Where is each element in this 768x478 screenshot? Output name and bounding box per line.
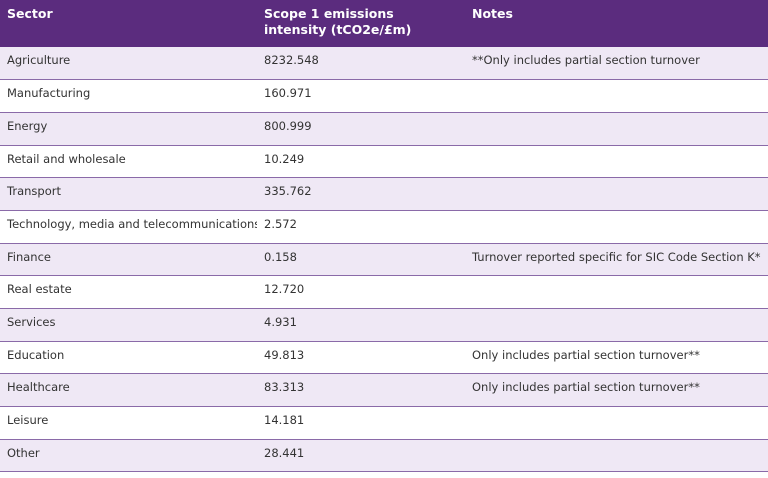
table-row: Technology, media and telecommunications… [0,210,768,244]
header-cell: Sector [0,0,257,47]
note-cell [465,112,768,146]
intensity-cell: 2.572 [257,210,465,244]
header-row: Sector Scope 1 emissions intensity (tCO2… [0,0,768,47]
sector-cell: Manufacturing [0,79,257,113]
sector-cell: Transport [0,177,257,211]
table-row: Leisure 14.181 [0,406,768,440]
note-cell: Only includes partial section turnover** [465,341,768,375]
note-cell [465,439,768,473]
sector-cell: Finance [0,243,257,277]
note-cell [465,275,768,309]
note-cell [465,210,768,244]
sector-cell: Services [0,308,257,342]
sector-cell: Retail and wholesale [0,145,257,179]
intensity-cell: 14.181 [257,406,465,440]
table-row: Finance 0.158 Turnover reported specific f… [0,243,768,277]
sector-cell: Technology, media and telecommunications [0,210,257,244]
sector-cell: Real estate [0,275,257,309]
note-cell [465,406,768,440]
header-cell: Scope 1 emissions intensity (tCO2e/£m) [257,0,465,47]
table-row: Energy 800.999 [0,112,768,146]
sector-cell: Agriculture [0,47,257,81]
table-row: Healthcare 83.313 Only includes partial se… [0,373,768,408]
intensity-cell: 4.931 [257,308,465,342]
sector-cell: Education [0,341,257,375]
table-row: Transport 335.762 [0,177,768,211]
table-row: Agriculture 8232.548 **Only includes parti… [0,47,768,81]
note-cell: Only includes partial section turnover** [465,373,768,408]
table-row: Manufacturing 160.971 [0,79,768,113]
table-row: Other 28.441 [0,439,768,473]
note-cell [465,79,768,113]
intensity-cell: 0.158 [257,243,465,277]
table-row: Retail and wholesale 10.249 [0,145,768,179]
table-row: Services 4.931 [0,308,768,342]
table-row: Real estate 12.720 [0,275,768,309]
note-cell: **Only includes partial section turnover [465,47,768,81]
intensity-cell: 28.441 [257,439,465,473]
intensity-cell: 160.971 [257,79,465,113]
intensity-cell: 335.762 [257,177,465,211]
intensity-cell: 83.313 [257,373,465,408]
intensity-cell: 8232.548 [257,47,465,81]
intensity-cell: 10.249 [257,145,465,179]
sector-cell: Energy [0,112,257,146]
sector-cell: Other [0,439,257,473]
note-cell [465,308,768,342]
header-cell: Notes [465,0,768,47]
table-body: Agriculture 8232.548 **Only includes parti… [0,47,768,473]
table-header: Sector Scope 1 emissions intensity (tCO2… [0,0,768,47]
intensity-cell: 800.999 [257,112,465,146]
sector-cell: Healthcare [0,373,257,408]
sector-cell: Leisure [0,406,257,440]
note-cell [465,177,768,211]
intensity-cell: 12.720 [257,275,465,309]
note-cell [465,145,768,179]
intensity-cell: 49.813 [257,341,465,375]
table-row: Education 49.813 Only includes partial sec… [0,341,768,375]
note-cell: Turnover reported specific for SIC Code … [465,243,768,277]
